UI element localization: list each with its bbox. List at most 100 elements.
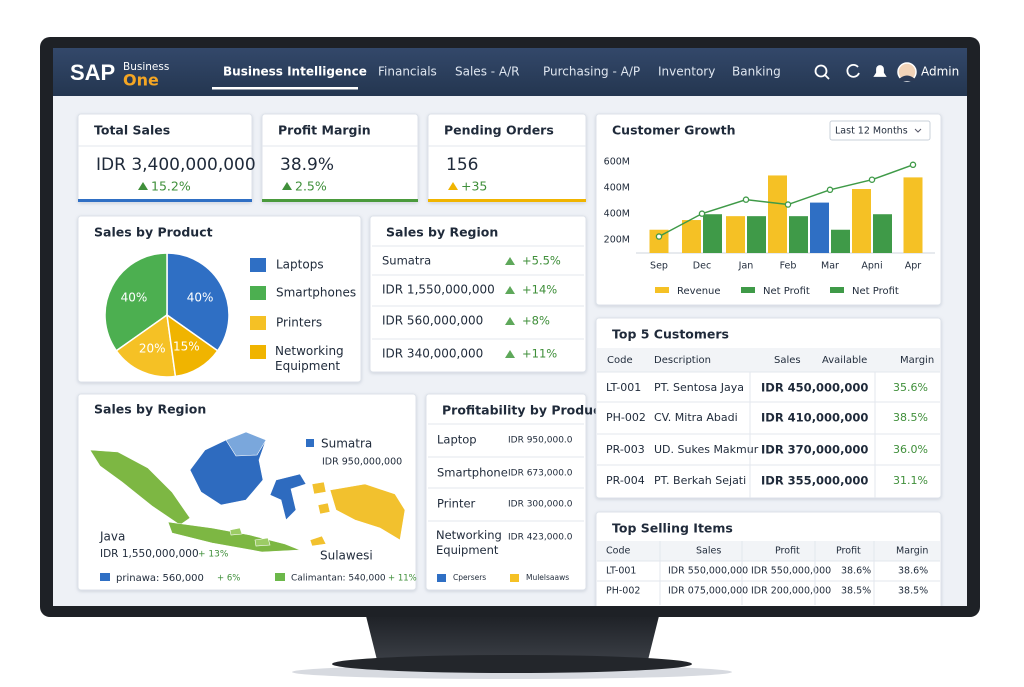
y-axis-label: 200M <box>604 235 630 246</box>
bar <box>768 175 787 253</box>
search-icon-handle <box>824 74 830 80</box>
region-label: IDR 560,000,000 <box>382 314 483 328</box>
card-title: Sales by Product <box>94 225 213 240</box>
nav-item[interactable]: Financials <box>378 65 437 79</box>
x-axis-label: Dec <box>693 261 711 272</box>
refresh-icon[interactable] <box>846 63 860 78</box>
kpi-value: 38.9% <box>280 155 334 175</box>
legend-swatch <box>100 573 110 581</box>
bar <box>873 214 892 253</box>
product-label: Networking Equipment <box>436 528 502 557</box>
legend-swatch <box>655 287 669 293</box>
card-title: Profitability by Product <box>442 403 606 418</box>
up-arrow <box>505 286 515 294</box>
cell: IDR 355,000,000 <box>761 474 868 488</box>
nav-item[interactable]: Sales - A/R <box>455 65 520 79</box>
bell-icon[interactable] <box>873 65 887 77</box>
search-icon[interactable] <box>814 64 828 78</box>
card-title: Sales by Region <box>94 402 206 417</box>
user-name[interactable]: Admin <box>921 65 959 79</box>
product-value: IDR 423,000.0 <box>508 533 573 543</box>
region-label: IDR 340,000,000 <box>382 347 483 361</box>
product-label: Laptop <box>437 433 477 447</box>
legend-change: + 6% <box>217 574 240 584</box>
up-arrow <box>282 182 292 190</box>
nav-underline <box>212 87 358 90</box>
cell: LT-001 <box>606 381 641 394</box>
dropdown-label[interactable]: Last 12 Months <box>835 126 908 137</box>
line-point <box>868 176 876 183</box>
cell: PT. Berkah Sejati <box>654 474 746 487</box>
legend-swatch <box>250 258 266 272</box>
map-value: IDR 1,550,000,000 <box>100 548 199 560</box>
legend-label: Networking Equipment <box>275 344 344 373</box>
card-title: Profit Margin <box>278 123 371 138</box>
legend-swatch <box>250 316 266 330</box>
pie-slice <box>115 313 177 378</box>
legend-swatch <box>830 287 844 293</box>
cell: LT-001 <box>606 566 636 577</box>
cell: 38.5% <box>898 586 928 597</box>
table-header <box>597 541 940 561</box>
stand-neck <box>365 612 660 660</box>
column-header: Description <box>654 355 711 366</box>
region-change: +8% <box>522 314 550 328</box>
kpi-value: IDR 3,400,000,000 <box>96 155 256 175</box>
cell: CV. Mitra Abadi <box>654 411 738 424</box>
x-axis-label: Jan <box>738 261 754 272</box>
card-title: Top 5 Customers <box>612 327 729 342</box>
legend-label: Calimantan: 540,000 <box>291 574 386 584</box>
avatar-body <box>899 75 915 81</box>
bar <box>810 202 829 253</box>
legend-label: Mulelsaaws <box>526 573 569 582</box>
cell: UD. Sukes Makmur <box>654 443 759 456</box>
card <box>425 393 587 591</box>
card <box>595 317 942 499</box>
nav-item[interactable]: Inventory <box>658 65 715 79</box>
column-header: Sales <box>774 355 801 366</box>
legend-label: Revenue <box>677 286 721 297</box>
kpi-accent <box>78 199 252 202</box>
slice-label: 15% <box>173 339 200 353</box>
up-arrow <box>138 182 148 190</box>
column-header: Code <box>607 355 633 366</box>
product-value: IDR 300,000.0 <box>508 500 573 510</box>
column-header: Profit <box>836 546 861 557</box>
legend-swatch <box>510 574 519 582</box>
card-title: Pending Orders <box>444 123 554 138</box>
nav-item[interactable]: Banking <box>732 65 781 79</box>
column-header: Profit <box>775 546 800 557</box>
map-label: Sulawesi <box>320 549 373 563</box>
map-label: Sumatra <box>321 437 372 451</box>
nav-item[interactable]: Business Intelligence <box>223 65 367 79</box>
card <box>369 215 587 373</box>
x-axis-label: Feb <box>780 261 797 272</box>
bezel-bottom <box>53 606 967 617</box>
line-point <box>784 201 792 208</box>
x-axis-label: Sep <box>650 261 668 272</box>
column-header: Sales <box>696 546 721 557</box>
cell: PR-004 <box>606 474 645 487</box>
legend-label: Networking Equipment <box>275 344 344 373</box>
cell: IDR 550,000,000 <box>751 566 831 577</box>
bar <box>789 216 808 253</box>
pie-slice <box>166 252 230 352</box>
cell: 38.6% <box>898 566 928 577</box>
line-point <box>698 210 706 217</box>
island <box>309 481 331 547</box>
legend-swatch <box>250 345 266 359</box>
header-icons <box>814 63 887 80</box>
logo-brand: SAP <box>70 60 115 85</box>
slice-label: 40% <box>121 290 148 304</box>
kpi-change: 15.2% <box>151 179 191 194</box>
slice-label: 40% <box>187 290 214 304</box>
dropdown[interactable] <box>829 120 931 141</box>
legend-label: prinawa: 560,000 <box>116 573 204 584</box>
slice-label: 20% <box>139 342 166 356</box>
nav-item[interactable]: Purchasing - A/P <box>543 65 640 79</box>
legend-label: Printers <box>276 316 322 330</box>
legend-swatch <box>437 574 446 582</box>
cell: PR-003 <box>606 443 645 456</box>
